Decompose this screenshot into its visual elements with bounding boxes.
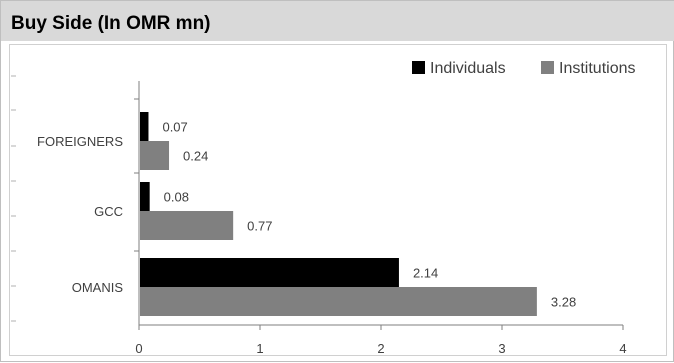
legend-label: Individuals [430,60,506,77]
x-tick-label: 4 [619,341,626,356]
bar-institutions-gcc [140,211,234,240]
data-label: 3.28 [551,295,576,310]
title-bar: Buy Side (In OMR mn) [1,1,674,41]
bar-individuals-omanis [140,258,399,287]
data-label: 0.07 [162,120,187,135]
data-label: 0.77 [247,219,272,234]
x-tick-label: 2 [377,341,384,356]
plot-area-border [9,44,667,356]
data-label: 0.24 [183,149,208,164]
y-category-label: FOREIGNERS [37,134,123,149]
x-tick-label: 0 [135,341,142,356]
legend-label: Institutions [559,60,635,77]
x-tick-label: 3 [498,341,505,356]
y-category-label: GCC [94,204,123,219]
bar-individuals-foreigners [140,112,149,141]
bar-institutions-foreigners [140,141,170,170]
legend-swatch-individuals [412,61,425,74]
legend-swatch-institutions [541,61,554,74]
x-tick-label: 1 [256,341,263,356]
chart-title: Buy Side (In OMR mn) [11,13,211,34]
bar-individuals-gcc [140,182,150,211]
bar-institutions-omanis [140,287,537,316]
y-category-label: OMANIS [72,280,124,295]
data-label: 0.08 [164,190,189,205]
data-label: 2.14 [413,266,438,281]
